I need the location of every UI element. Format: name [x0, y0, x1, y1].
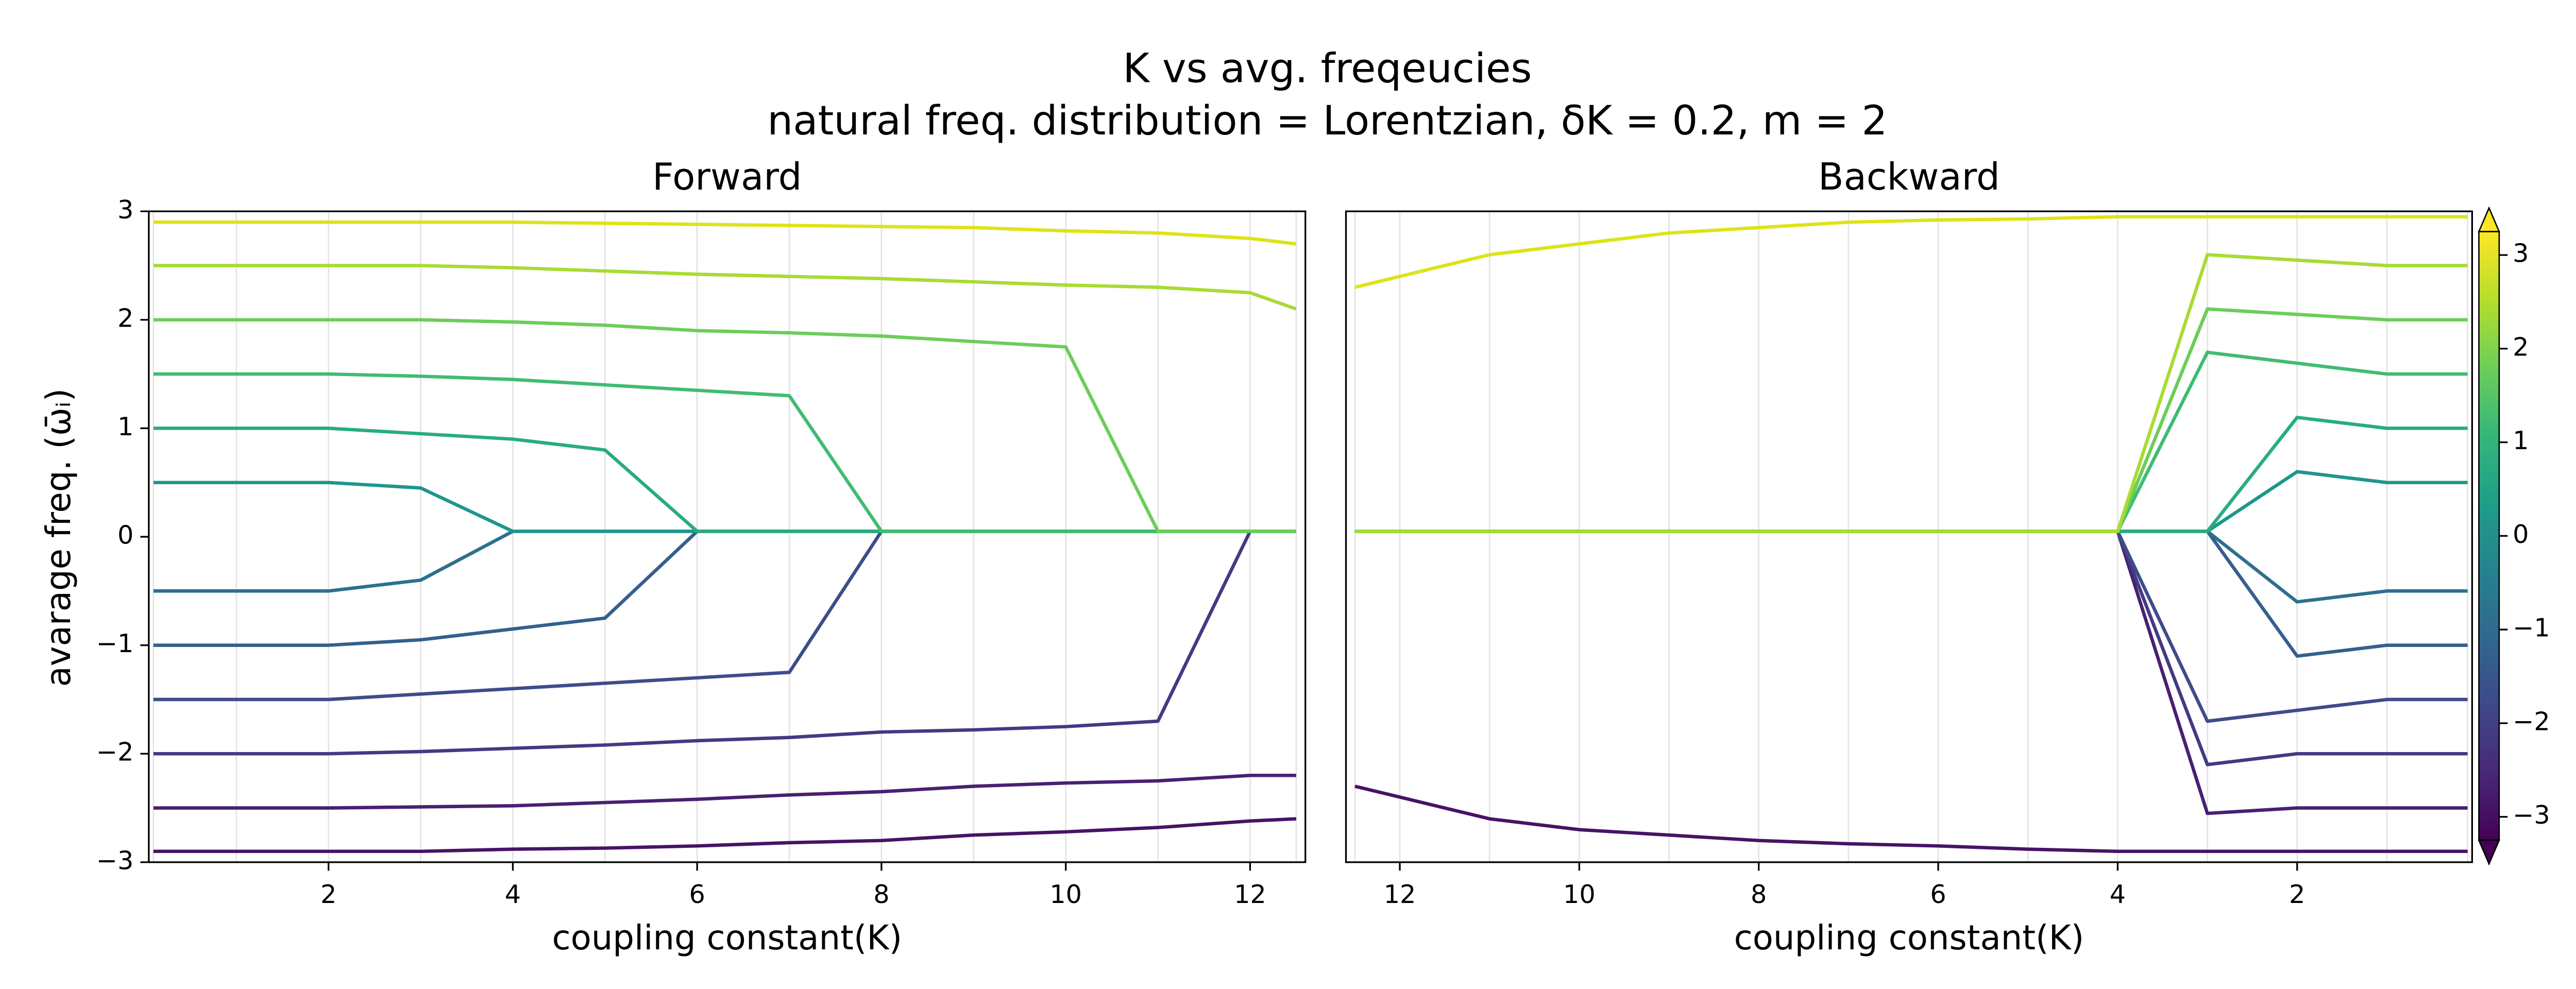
plot-lines [153, 220, 1297, 854]
x-tick-label: 6 [1930, 879, 1946, 909]
chart-subtitle: natural freq. distribution = Lorentzian,… [767, 97, 1887, 144]
colorbar-tick-label: 1 [2513, 425, 2529, 455]
series-line [1354, 470, 2468, 533]
x-tick-label: 4 [505, 879, 521, 909]
series-line [153, 427, 1296, 533]
series-line [153, 530, 1296, 702]
series-line [153, 220, 1297, 246]
series-line [153, 372, 1296, 533]
series-line [1354, 215, 2468, 289]
colorbar-extend-bottom [2478, 839, 2500, 866]
colorbar-tick-label: −3 [2513, 800, 2550, 830]
colorbar-tick-label: 0 [2513, 519, 2529, 549]
series-line [1354, 253, 2468, 533]
colorbar-extend-top [2478, 206, 2500, 232]
y-axis-label: avarage freq. (ω̄ᵢ) [39, 388, 78, 687]
colorbar-frame [2478, 231, 2500, 841]
series-line [153, 774, 1296, 810]
colorbar-tick-label: 2 [2513, 332, 2529, 362]
y-tick-label: 2 [117, 303, 133, 333]
series-line [153, 318, 1296, 533]
plot-lines [1354, 215, 2468, 854]
colorbar-tick-label: −2 [2513, 706, 2550, 736]
x-tick-label: 8 [873, 879, 889, 909]
x-tick-label: 2 [320, 879, 336, 909]
x-tick-label: 8 [1751, 879, 1767, 909]
series-line [1354, 530, 2468, 604]
x-axis-label: coupling constant(K) [1734, 918, 2084, 958]
series-line [153, 264, 1297, 311]
series-line [153, 530, 1296, 593]
series-line [1354, 530, 2468, 658]
x-axis-label: coupling constant(K) [552, 918, 902, 958]
chart-title: K vs avg. freqeucies [1123, 44, 1532, 92]
x-tick-label: 2 [2289, 879, 2305, 909]
x-tick-label: 4 [2110, 879, 2126, 909]
series-line [1354, 307, 2468, 533]
x-tick-label: 12 [1234, 879, 1266, 909]
colorbar-tick-label: 3 [2513, 238, 2529, 268]
series-line [153, 817, 1297, 854]
series-line [1354, 350, 2468, 533]
panel-title: Backward [1818, 156, 2000, 199]
series-line [153, 481, 1296, 533]
y-tick-label: −2 [96, 737, 134, 767]
series-line [1354, 530, 2468, 766]
panel-title: Forward [652, 156, 802, 199]
x-tick-label: 12 [1384, 879, 1416, 909]
colorbar-tick-label: −1 [2513, 613, 2550, 643]
colorbar [2479, 231, 2499, 841]
x-tick-label: 6 [689, 879, 705, 909]
y-tick-label: 1 [117, 412, 133, 441]
series-line [1354, 416, 2468, 533]
y-tick-label: −3 [96, 845, 134, 875]
series-line [1354, 785, 2468, 854]
series-line [153, 530, 1296, 647]
y-tick-label: 3 [117, 195, 133, 225]
x-tick-label: 10 [1563, 879, 1596, 909]
x-tick-label: 10 [1049, 879, 1082, 909]
series-line [1354, 530, 2468, 723]
y-tick-label: 0 [117, 520, 133, 550]
y-tick-label: −1 [96, 628, 134, 658]
plot-frame [148, 210, 1307, 863]
series-line [1354, 530, 2468, 815]
series-line [153, 530, 1296, 756]
plot-frame [1345, 210, 2473, 863]
